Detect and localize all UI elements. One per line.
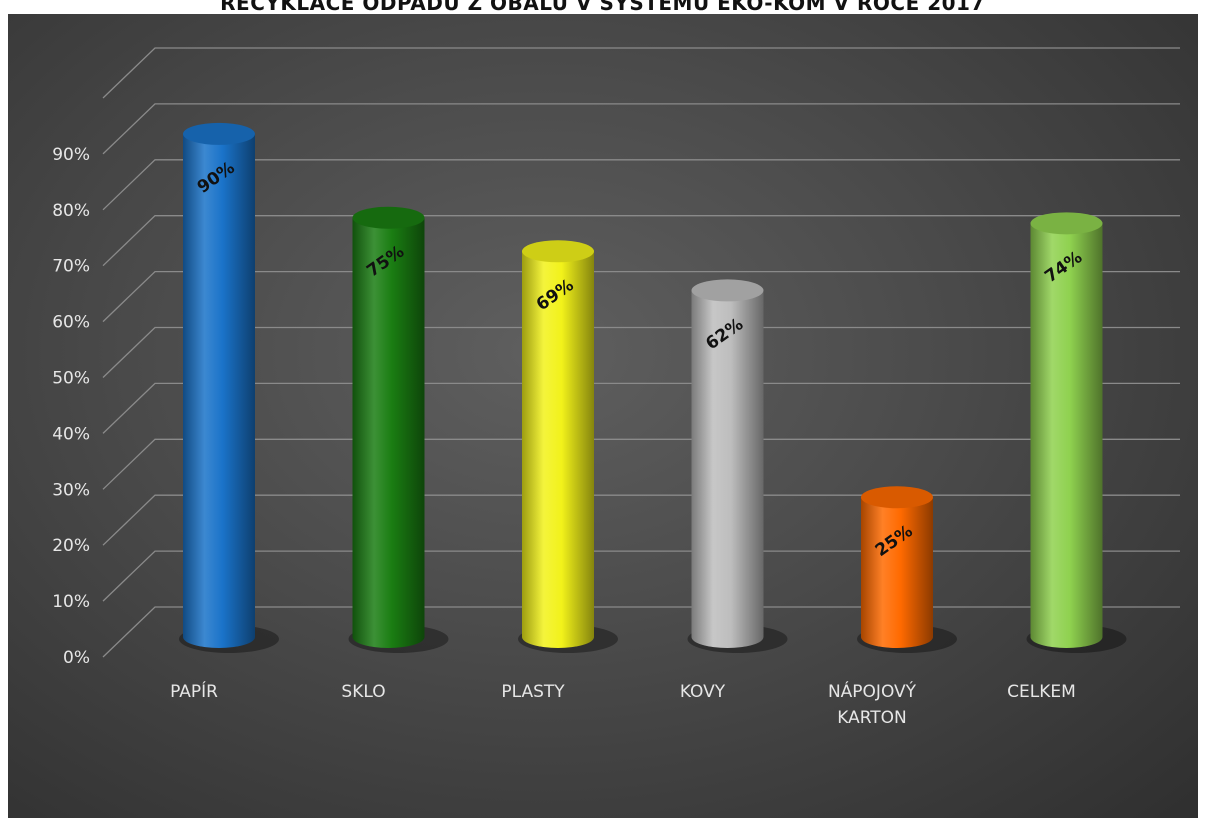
bar	[861, 497, 933, 648]
category-label: PLASTY	[501, 682, 565, 702]
category-label: CELKEM	[1007, 682, 1076, 702]
bar-group: 25%	[857, 486, 957, 653]
category-labels: PAPÍR SKLO PLASTY KOVY NÁPOJOVÝ KARTON CELKEM	[170, 680, 1076, 728]
y-tick-label: 10%	[52, 592, 90, 612]
y-tick-label: 60%	[52, 313, 90, 333]
y-axis-ticks: 0% 10% 20% 30% 40% 50% 60% 70% 80% 90%	[52, 145, 90, 668]
gridline	[102, 270, 1180, 323]
y-tick-label: 30%	[52, 480, 90, 500]
category-label: SKLO	[341, 682, 385, 702]
gridlines	[102, 47, 1180, 658]
gridline	[102, 438, 1180, 490]
gridline	[102, 382, 1180, 434]
gridline	[102, 326, 1180, 378]
y-tick-label: 40%	[52, 424, 90, 444]
bar	[352, 217, 425, 648]
bar-group: 74%	[1026, 212, 1127, 653]
bar-group: 90%	[179, 122, 279, 653]
gridline	[102, 215, 1180, 267]
bar-top	[522, 240, 594, 263]
y-tick-label: 50%	[52, 369, 90, 389]
category-label: PAPÍR	[170, 680, 218, 702]
bar	[522, 251, 594, 649]
bar-group: 62%	[687, 279, 788, 653]
chart-title: RECYKLACE ODPADŮ Z OBALŮ V SYSTÉMU EKO-K…	[220, 0, 985, 15]
bar-top	[861, 486, 933, 509]
y-tick-label: 70%	[52, 257, 90, 277]
gridline	[102, 606, 1180, 658]
bar-group: 75%	[348, 206, 449, 653]
bar-top	[1030, 212, 1103, 235]
bar	[183, 133, 255, 648]
y-tick-label: 80%	[52, 201, 90, 221]
category-label: KOVY	[680, 682, 726, 702]
bar	[1030, 223, 1103, 648]
category-label: NÁPOJOVÝ KARTON	[828, 680, 917, 728]
gridline	[102, 550, 1180, 602]
gridline	[102, 159, 1180, 211]
y-tick-label: 20%	[52, 536, 90, 556]
bar	[691, 290, 764, 648]
y-tick-label: 0%	[63, 648, 90, 668]
y-tick-label: 90%	[52, 145, 90, 165]
bar-group: 69%	[518, 240, 618, 653]
bar-top	[691, 279, 764, 302]
gridline	[102, 494, 1180, 546]
gridline	[102, 47, 1180, 99]
bar-top	[183, 122, 255, 145]
gridline	[102, 103, 1180, 155]
bar-top	[352, 206, 425, 229]
bars: 90% 75% 69% 62% 25% 74%	[179, 122, 1127, 653]
